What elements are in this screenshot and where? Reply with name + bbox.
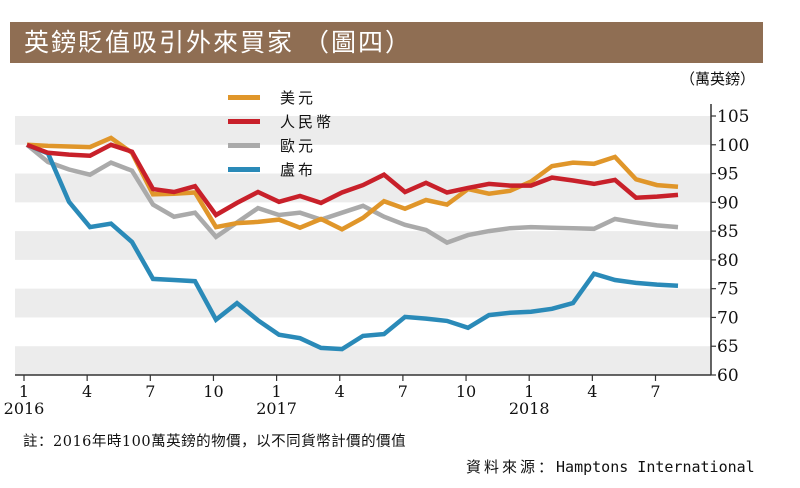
series-line-cny — [26, 142, 679, 218]
grid-band — [15, 231, 711, 260]
y-tick-label: 95 — [717, 165, 739, 185]
y-tick-label: 60 — [717, 366, 739, 386]
y-tick-label: 105 — [717, 107, 749, 127]
series-line-eur — [25, 143, 679, 246]
grid-band — [15, 173, 711, 203]
x-tick-label: 1 — [19, 382, 29, 401]
legend-item-cny: 人民幣 — [228, 109, 334, 133]
y-tick-label: 85 — [717, 222, 739, 242]
chart-title: 英鎊貶值吸引外來買家 （圖四） — [24, 28, 412, 57]
title-bar-extension — [500, 22, 763, 63]
y-axis-unit-label: （萬英鎊） — [680, 70, 756, 88]
x-year-label: 2016 — [4, 399, 45, 418]
y-tick-label: 70 — [717, 308, 739, 328]
series-line-rub — [26, 142, 679, 352]
legend-item-rub: 盧布 — [228, 157, 334, 181]
y-tick-label: 100 — [717, 136, 749, 156]
legend-label-eur: 歐元 — [280, 136, 317, 155]
x-tick-label: 1 — [272, 382, 282, 401]
legend-swatch-eur — [228, 142, 260, 148]
footnote: 註：2016年時100萬英鎊的物價，以不同貨幣計價的價值 — [23, 434, 407, 450]
y-tick-label: 80 — [717, 251, 739, 271]
x-tick-label: 1 — [524, 382, 534, 401]
x-tick-label: 7 — [650, 382, 660, 401]
grid-band — [15, 116, 711, 145]
legend-label-rub: 盧布 — [280, 160, 317, 179]
x-tick-label: 7 — [145, 382, 155, 401]
x-year-label: 2017 — [256, 399, 297, 418]
legend-swatch-rub — [228, 166, 260, 172]
grid-band — [15, 346, 711, 375]
x-tick-label: 10 — [456, 382, 476, 401]
x-tick-label: 10 — [203, 382, 223, 401]
x-year-label: 2018 — [509, 399, 550, 418]
legend-item-eur: 歐元 — [228, 133, 334, 157]
x-tick-label: 4 — [82, 382, 92, 401]
source-credit: 資料來源：Hamptons International — [466, 456, 755, 477]
y-tick-label: 90 — [717, 193, 739, 213]
legend-swatch-usd — [228, 94, 260, 100]
title-bar: 英鎊貶值吸引外來買家 （圖四） — [10, 22, 500, 63]
legend-label-cny: 人民幣 — [280, 112, 335, 131]
grid-band — [15, 288, 711, 318]
legend-label-usd: 美元 — [280, 88, 317, 107]
legend-item-usd: 美元 — [228, 85, 334, 109]
source-value: Hamptons International — [556, 458, 755, 476]
legend-swatch-cny — [228, 118, 260, 124]
source-label: 資料來源： — [466, 458, 557, 476]
x-tick-label: 4 — [335, 382, 345, 401]
legend: 美元 人民幣 歐元 盧布 — [228, 85, 334, 181]
x-tick-label: 7 — [398, 382, 408, 401]
y-tick-label: 65 — [717, 337, 739, 357]
series-lines — [25, 135, 679, 352]
y-tick-label: 75 — [717, 280, 739, 300]
background-bands — [15, 116, 711, 375]
x-tick-label: 4 — [587, 382, 597, 401]
